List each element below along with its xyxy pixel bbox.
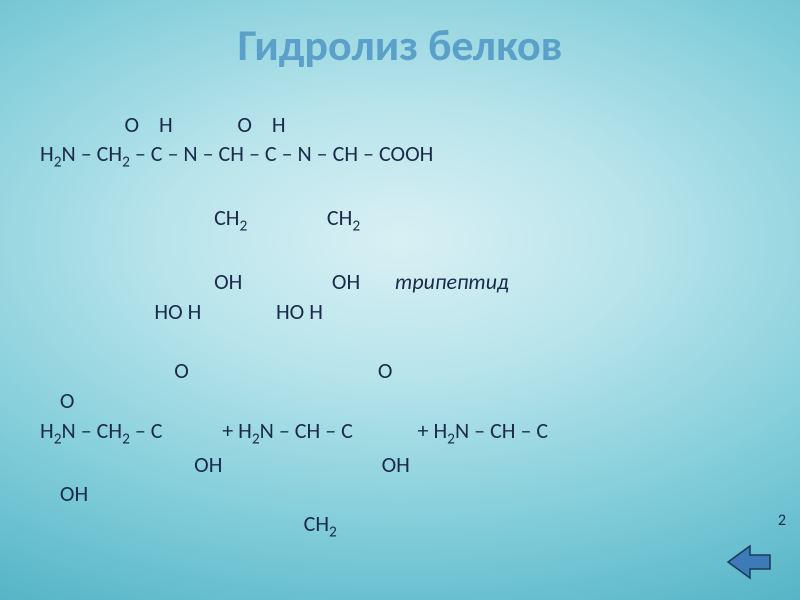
formula-line: H2N – CH2 – C – N – CH – C – N – CH – CO… [40,140,433,167]
formula-line: OH OH [40,451,410,478]
arrow-left-icon [726,542,772,582]
formula-line: O O [40,357,392,384]
formula-line: H2N – CH2 – C + H2N – CH – C + H2N – CH … [40,417,548,444]
formula-line: OH OH трипептид [40,268,509,295]
page-number: 2 [778,511,786,530]
chemical-formula: O H O H H2N – CH2 – C – N – CH – C – N –… [40,80,548,573]
formula-line: CH2 [40,510,337,537]
slide-title: Гидролиз белков [0,18,800,72]
formula-line: CH2 CH2 [40,204,360,231]
previous-slide-button[interactable] [726,542,772,582]
formula-line [40,328,45,355]
formula-line [40,238,45,265]
tripeptide-label: трипептид [395,268,509,295]
formula-line: O [40,387,74,414]
formula-line [40,175,45,202]
formula-line: HO H HO H [40,298,323,325]
formula-line: OH [40,480,88,507]
formula-line: O H O H [40,111,286,138]
slide-background: Гидролиз белков O H O H H2N – CH2 – C – … [0,0,800,600]
